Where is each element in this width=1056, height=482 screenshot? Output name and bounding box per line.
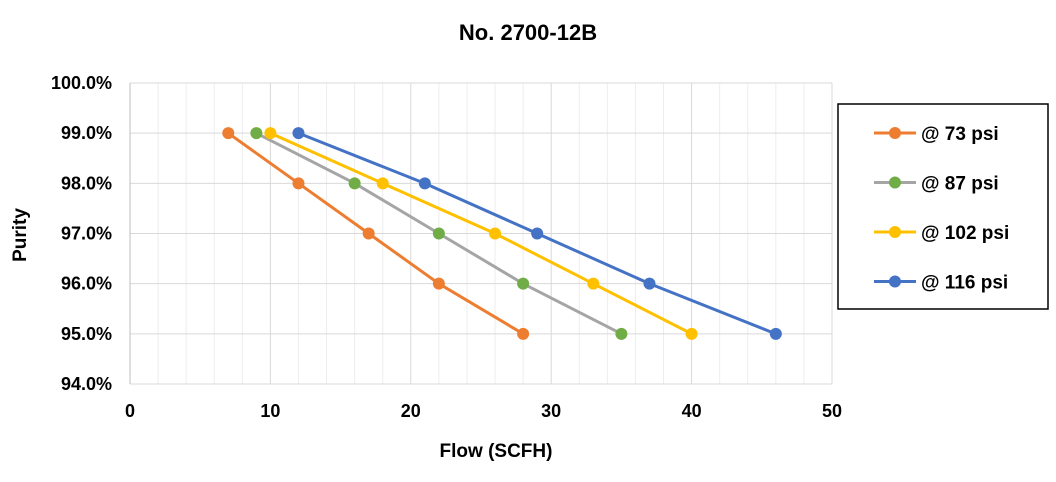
y-tick-label: 94.0% <box>61 374 112 394</box>
x-tick-label: 20 <box>401 401 421 421</box>
x-tick-label: 30 <box>541 401 561 421</box>
data-point <box>250 127 263 140</box>
x-tick-label: 10 <box>260 401 280 421</box>
y-tick-label: 98.0% <box>61 173 112 193</box>
y-tick-label: 95.0% <box>61 324 112 344</box>
data-point <box>348 177 361 190</box>
legend-item-2: @ 87 psi <box>874 174 999 195</box>
data-point <box>292 127 305 140</box>
legend-box <box>837 103 1049 310</box>
legend-item-3: @ 102 psi <box>874 223 1009 244</box>
y-tick-label: 99.0% <box>61 123 112 143</box>
y-axis-ticks: 94.0% 95.0% 96.0% 97.0% 98.0% 99.0% 100.0% <box>51 73 112 394</box>
data-point <box>769 327 782 340</box>
series-3 <box>264 127 698 340</box>
chart-title: No. 2700-12B <box>459 20 597 45</box>
legend-marker <box>889 176 901 189</box>
data-point <box>292 177 305 190</box>
x-tick-label: 0 <box>125 401 135 421</box>
legend-marker <box>889 275 901 288</box>
series-2 <box>250 127 628 340</box>
data-point <box>587 277 600 290</box>
major-gridlines <box>129 82 833 385</box>
legend-item-4: @ 116 psi <box>874 273 1008 294</box>
data-point <box>432 277 445 290</box>
data-point <box>643 277 656 290</box>
data-point <box>362 227 375 240</box>
y-tick-label: 96.0% <box>61 274 112 294</box>
data-point <box>264 127 277 140</box>
legend-label: @ 102 psi <box>921 223 1009 244</box>
legend-label: @ 116 psi <box>921 273 1008 294</box>
legend-item-1: @ 73 psi <box>874 124 999 145</box>
legend-marker <box>889 127 901 139</box>
x-axis-ticks: 0 10 20 30 40 50 <box>125 401 842 421</box>
y-axis-label: Purity <box>10 208 31 262</box>
series-layer <box>222 127 782 340</box>
legend-label: @ 87 psi <box>921 174 999 195</box>
y-tick-label: 97.0% <box>61 224 112 244</box>
data-point <box>615 327 628 340</box>
x-tick-label: 50 <box>822 401 842 421</box>
data-point <box>517 277 530 290</box>
legend-label: @ 73 psi <box>921 124 999 145</box>
x-tick-label: 40 <box>682 401 702 421</box>
series-4 <box>292 127 782 340</box>
data-point <box>517 327 530 340</box>
x-axis-label: Flow (SCFH) <box>440 441 553 462</box>
data-point <box>376 177 389 190</box>
data-point <box>222 127 235 140</box>
data-point <box>432 227 445 240</box>
data-point <box>531 227 544 240</box>
data-point <box>685 327 698 340</box>
data-point <box>489 227 502 240</box>
y-tick-label: 100.0% <box>51 73 112 93</box>
plot-area <box>129 82 833 385</box>
series-1 <box>222 127 530 340</box>
legend: @ 73 psi @ 87 psi @ 102 psi @ 116 psi <box>837 103 1049 310</box>
data-point <box>418 177 431 190</box>
legend-marker <box>889 226 901 238</box>
